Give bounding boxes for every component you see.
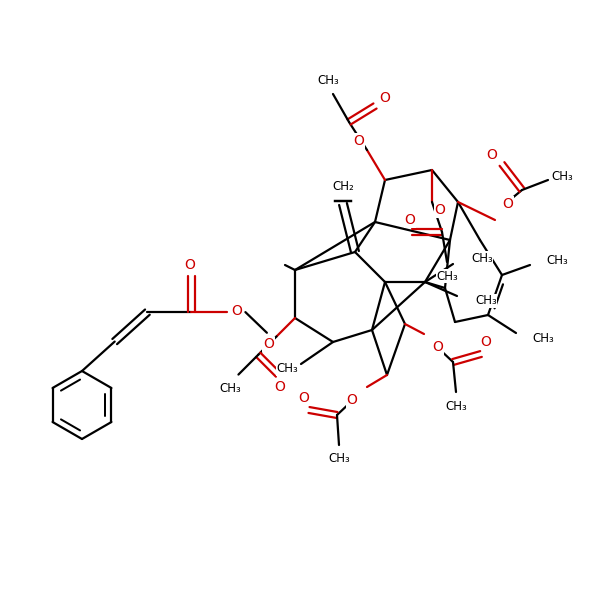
Text: CH₃: CH₃ bbox=[475, 295, 497, 307]
Text: CH₃: CH₃ bbox=[445, 400, 467, 413]
Text: CH₃: CH₃ bbox=[220, 382, 241, 395]
Text: O: O bbox=[263, 337, 274, 352]
Text: O: O bbox=[275, 380, 286, 394]
Text: O: O bbox=[353, 134, 364, 148]
Text: O: O bbox=[503, 197, 514, 211]
Text: CH₂: CH₂ bbox=[332, 179, 354, 193]
Text: O: O bbox=[299, 391, 310, 405]
Text: O: O bbox=[434, 203, 445, 217]
Text: CH₃: CH₃ bbox=[436, 269, 458, 283]
Text: O: O bbox=[231, 304, 242, 318]
Text: O: O bbox=[347, 393, 358, 407]
Text: O: O bbox=[380, 91, 391, 105]
Text: CH₃: CH₃ bbox=[317, 73, 339, 86]
Text: O: O bbox=[404, 213, 415, 227]
Text: CH₃: CH₃ bbox=[328, 452, 350, 466]
Text: CH₃: CH₃ bbox=[532, 331, 554, 344]
Text: O: O bbox=[481, 335, 491, 349]
Text: O: O bbox=[184, 258, 195, 272]
Text: CH₃: CH₃ bbox=[276, 362, 298, 376]
Text: CH₃: CH₃ bbox=[551, 169, 573, 182]
Text: CH₃: CH₃ bbox=[471, 251, 493, 265]
Text: O: O bbox=[433, 340, 443, 354]
Text: O: O bbox=[487, 148, 497, 162]
Text: CH₃: CH₃ bbox=[546, 254, 568, 268]
